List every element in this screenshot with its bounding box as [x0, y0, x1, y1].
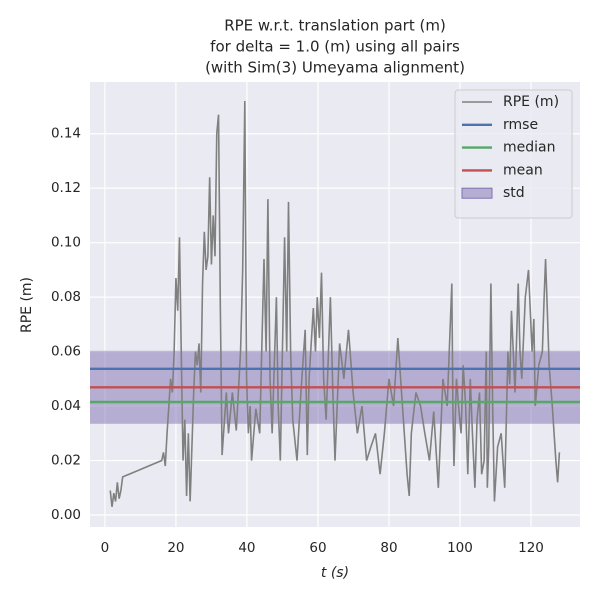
chart-title: (with Sim(3) Umeyama alignment) [205, 59, 465, 77]
y-axis-label: RPE (m) [19, 277, 35, 333]
chart-title: for delta = 1.0 (m) using all pairs [210, 38, 460, 56]
y-tick-label: 0.02 [51, 453, 81, 469]
x-tick-label: 100 [447, 540, 473, 556]
y-tick-label: 0.06 [51, 344, 81, 360]
legend-box [454, 89, 573, 219]
y-tick-label: 0.08 [51, 289, 81, 305]
series-line [109, 101, 561, 507]
legend-label: mean [503, 162, 543, 178]
chart-title: RPE w.r.t. translation part (m) [224, 17, 446, 35]
marks [90, 101, 580, 507]
x-tick-label: 20 [167, 540, 184, 556]
legend: RPE (m) rmse median mean std [454, 89, 573, 219]
x-tick-label: 0 [101, 540, 110, 556]
y-tick-label: 0.10 [51, 235, 81, 251]
x-tick-label: 40 [238, 540, 255, 556]
legend-swatch [461, 187, 493, 199]
legend-label: std [503, 185, 525, 201]
x-tick-label: 60 [309, 540, 326, 556]
x-axis-label: t (s) [321, 565, 349, 581]
legend-label: rmse [503, 117, 538, 133]
x-tick-label: 80 [380, 540, 397, 556]
legend-label: median [503, 140, 555, 156]
y-tick-label: 0.00 [51, 507, 81, 523]
legend-label: RPE (m) [503, 94, 559, 110]
y-tick-label: 0.14 [51, 126, 81, 142]
y-tick-label: 0.04 [51, 398, 81, 414]
x-tick-label: 120 [518, 540, 544, 556]
y-tick-label: 0.12 [51, 180, 81, 196]
